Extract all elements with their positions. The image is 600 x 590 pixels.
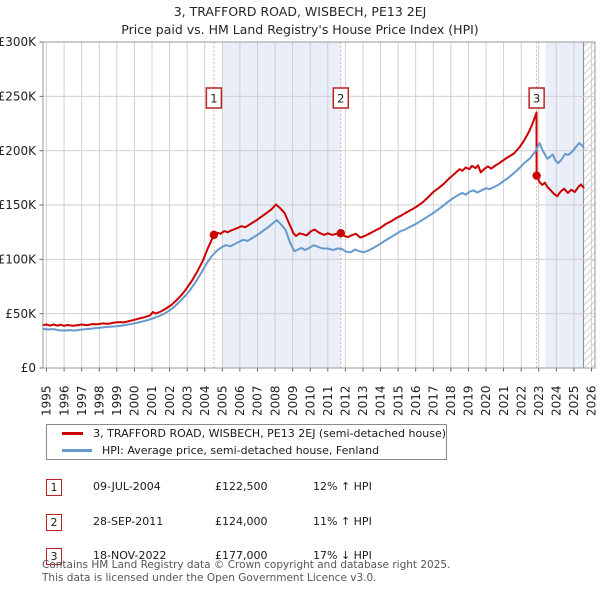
transaction-price: £122,500 bbox=[215, 480, 268, 493]
svg-text:2000: 2000 bbox=[128, 385, 142, 416]
transaction-number-badge: 2 bbox=[46, 513, 62, 531]
price-history-chart: 1 2 3 £0 £50K £100K £150K £200K £250K £300K 1995… bbox=[0, 35, 599, 416]
transaction-date: 09-JUL-2004 bbox=[93, 480, 161, 493]
svg-text:2004: 2004 bbox=[198, 385, 212, 416]
transaction-hpi-change: 17% ↓ HPI bbox=[313, 549, 372, 562]
legend-item-hpi: HPI: Average price, semi-detached house,… bbox=[62, 444, 446, 458]
transaction-hpi-change: 11% ↑ HPI bbox=[313, 514, 372, 528]
svg-text:2008: 2008 bbox=[268, 385, 282, 416]
svg-text:2019: 2019 bbox=[462, 385, 476, 416]
page-title: 3, TRAFFORD ROAD, WISBECH, PE13 2EJ bbox=[173, 4, 427, 19]
svg-text:£150K: £150K bbox=[0, 198, 37, 212]
svg-text:2002: 2002 bbox=[163, 385, 177, 416]
transaction-hpi-change: 12% ↑ HPI bbox=[313, 480, 372, 493]
svg-text:2017: 2017 bbox=[426, 385, 440, 416]
svg-text:£100K: £100K bbox=[0, 253, 37, 267]
svg-text:2015: 2015 bbox=[391, 385, 405, 416]
svg-text:£50K: £50K bbox=[5, 307, 37, 321]
transaction-date: 18-NOV-2022 bbox=[93, 549, 167, 562]
footer-line-1: Contains HM Land Registry data © Crown c… bbox=[42, 559, 451, 571]
svg-text:2021: 2021 bbox=[497, 385, 511, 416]
svg-text:2: 2 bbox=[337, 92, 344, 106]
transaction-row-1: 1 09-JUL-2004 £122,500 12% ↑ HPI bbox=[46, 471, 566, 506]
svg-text:1999: 1999 bbox=[110, 385, 124, 416]
transaction-price: £124,000 bbox=[215, 514, 268, 528]
svg-text:2009: 2009 bbox=[286, 385, 300, 416]
svg-text:3: 3 bbox=[533, 92, 540, 106]
svg-text:£250K: £250K bbox=[0, 90, 37, 104]
sale-number-labels: 1 2 3 bbox=[205, 87, 545, 109]
svg-text:2022: 2022 bbox=[514, 385, 528, 416]
svg-text:2003: 2003 bbox=[180, 385, 194, 416]
sale-point-markers bbox=[209, 171, 541, 240]
svg-text:2005: 2005 bbox=[216, 385, 230, 416]
svg-text:2006: 2006 bbox=[233, 385, 247, 416]
legend-label-hpi: HPI: Average price, semi-detached house,… bbox=[102, 444, 380, 457]
svg-text:2023: 2023 bbox=[532, 385, 546, 416]
legend-item-property: 3, TRAFFORD ROAD, WISBECH, PE13 2EJ (sem… bbox=[62, 427, 446, 441]
svg-text:1996: 1996 bbox=[57, 385, 71, 416]
svg-text:2014: 2014 bbox=[374, 385, 388, 416]
legend-label-property: 3, TRAFFORD ROAD, WISBECH, PE13 2EJ (sem… bbox=[93, 427, 446, 440]
svg-text:2020: 2020 bbox=[479, 385, 493, 416]
svg-text:£200K: £200K bbox=[0, 144, 37, 158]
svg-text:2012: 2012 bbox=[339, 385, 353, 416]
transaction-number-badge: 1 bbox=[46, 479, 62, 496]
transaction-row-3: 3 18-NOV-2022 £177,000 17% ↓ HPI bbox=[46, 540, 566, 575]
transaction-date: 28-SEP-2011 bbox=[93, 514, 164, 528]
svg-text:2001: 2001 bbox=[145, 385, 159, 416]
transactions-table: 1 09-JUL-2004 £122,500 12% ↑ HPI 2 28-SE… bbox=[46, 471, 566, 575]
x-axis-labels: 1995 1996 1997 1998 1999 2000 2001 2002 2003 2004… bbox=[40, 385, 599, 416]
y-axis-labels: £0 £50K £100K £150K £200K £250K £300K bbox=[0, 35, 37, 375]
svg-text:1997: 1997 bbox=[75, 385, 89, 416]
svg-text:2024: 2024 bbox=[550, 385, 564, 416]
svg-text:1995: 1995 bbox=[40, 385, 54, 416]
footer-line-2: This data is licensed under the Open Gov… bbox=[42, 571, 377, 584]
svg-text:2007: 2007 bbox=[251, 385, 265, 416]
hpi-line-swatch bbox=[62, 449, 92, 452]
axis-tick-marks bbox=[39, 41, 592, 372]
property-line-swatch bbox=[62, 432, 84, 435]
svg-text:2025: 2025 bbox=[567, 385, 581, 416]
transaction-number-badge: 3 bbox=[46, 548, 62, 565]
plot-frame bbox=[42, 41, 596, 369]
svg-text:2010: 2010 bbox=[303, 385, 317, 416]
svg-text:1998: 1998 bbox=[92, 385, 106, 416]
transaction-row-2: 2 28-SEP-2011 £124,000 11% ↑ HPI bbox=[46, 506, 566, 541]
page-subtitle: Price paid vs. HM Land Registry's House … bbox=[121, 22, 479, 37]
license-footer: Contains HM Land Registry data © Crown c… bbox=[42, 559, 450, 584]
svg-text:2016: 2016 bbox=[409, 385, 423, 416]
chart-legend: 3, TRAFFORD ROAD, WISBECH, PE13 2EJ (sem… bbox=[46, 424, 447, 460]
svg-text:2026: 2026 bbox=[585, 385, 599, 416]
svg-text:£0: £0 bbox=[21, 361, 36, 375]
svg-text:2013: 2013 bbox=[356, 385, 370, 416]
transaction-price: £177,000 bbox=[215, 549, 268, 562]
svg-text:£300K: £300K bbox=[0, 35, 37, 49]
svg-text:2018: 2018 bbox=[444, 385, 458, 416]
svg-text:2011: 2011 bbox=[321, 385, 335, 416]
svg-text:1: 1 bbox=[210, 92, 217, 106]
price-series-lines bbox=[42, 111, 585, 332]
